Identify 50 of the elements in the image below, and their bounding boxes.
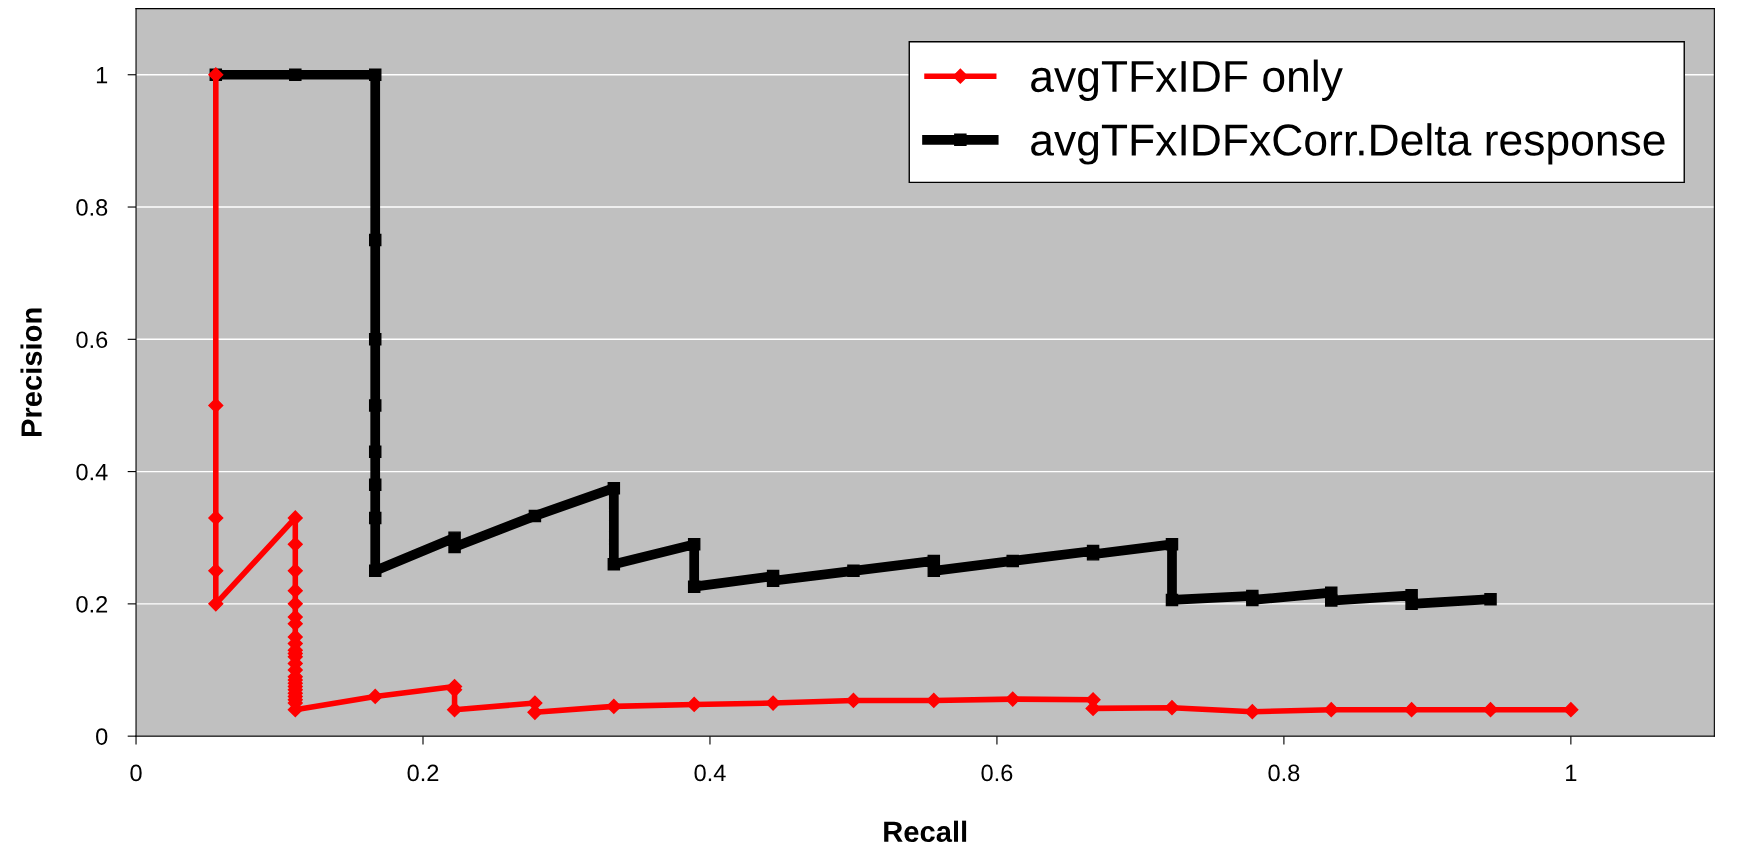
point	[1563, 702, 1579, 718]
point	[368, 445, 382, 459]
point	[1246, 593, 1259, 607]
x-axis-title: Recall	[884, 820, 967, 843]
point	[368, 564, 382, 578]
y-tick-label: 0	[96, 728, 108, 745]
point	[368, 478, 382, 492]
x-tick-label: 0.6	[981, 764, 1013, 782]
point	[287, 563, 303, 579]
point	[607, 481, 621, 495]
y-tick-label: 1	[96, 67, 108, 84]
point	[368, 399, 382, 412]
point	[1484, 592, 1497, 606]
y-axis-title: Precision	[20, 308, 42, 437]
x-tick-label: 1	[1566, 764, 1577, 782]
legend-label: avgTFxIDFxCorr.Delta response	[1031, 123, 1665, 165]
point	[687, 580, 701, 593]
point	[1164, 700, 1180, 716]
point	[766, 574, 780, 587]
legend-label: avgTFxIDF only	[1031, 59, 1343, 101]
point	[1006, 554, 1019, 568]
point	[289, 68, 302, 82]
point	[1405, 597, 1418, 611]
point	[368, 511, 382, 525]
point	[1324, 594, 1338, 607]
point	[1086, 548, 1100, 561]
point	[208, 563, 224, 579]
y-tick-label: 0.8	[76, 199, 108, 216]
x-tick-label: 0	[130, 764, 142, 782]
point	[607, 557, 621, 571]
point	[1165, 593, 1179, 607]
point	[208, 510, 224, 526]
y-tick-label: 0.6	[76, 331, 108, 349]
point	[1165, 538, 1179, 551]
point	[1323, 702, 1339, 718]
x-tick-label: 0.4	[694, 764, 726, 782]
point	[368, 68, 382, 82]
point	[528, 509, 542, 523]
point	[687, 538, 701, 551]
point	[287, 596, 303, 612]
point	[368, 233, 382, 247]
point	[367, 688, 383, 705]
y-tick-label: 0.4	[76, 463, 108, 481]
point	[847, 564, 860, 578]
x-tick-label: 0.8	[1268, 764, 1300, 782]
x-tick-label: 0.2	[407, 764, 439, 782]
point	[368, 333, 382, 346]
y-tick-label: 0.2	[76, 595, 108, 613]
point	[1005, 691, 1021, 707]
point	[765, 695, 781, 711]
